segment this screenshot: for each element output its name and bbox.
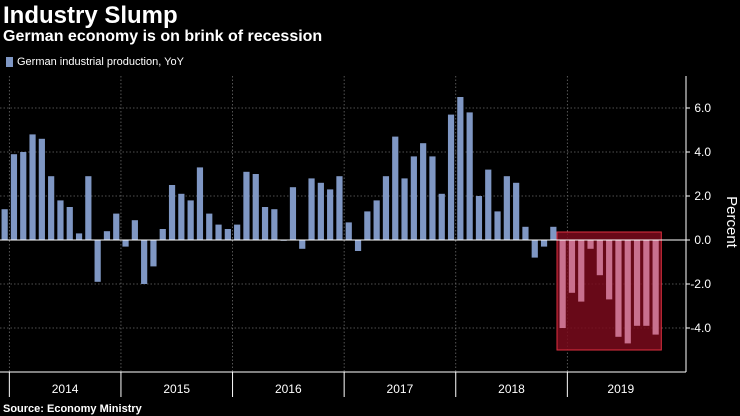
x-year-label: 2016 xyxy=(275,382,302,396)
bar xyxy=(38,138,45,240)
bar xyxy=(85,176,92,240)
bar xyxy=(438,193,445,240)
bar xyxy=(606,240,613,300)
bar xyxy=(652,240,659,335)
bar xyxy=(596,240,603,276)
bar xyxy=(234,224,241,240)
bar xyxy=(224,229,231,240)
legend: German industrial production, YoY xyxy=(6,55,184,69)
bar xyxy=(122,240,129,247)
bar xyxy=(373,200,380,240)
bar xyxy=(187,200,194,240)
bar xyxy=(113,213,120,240)
bar xyxy=(327,189,334,240)
bar xyxy=(308,178,315,240)
bar xyxy=(559,240,566,328)
bar xyxy=(94,240,101,282)
bar xyxy=(252,174,259,240)
bar xyxy=(289,187,297,240)
bar xyxy=(578,240,585,302)
bar xyxy=(522,226,529,240)
y-tick-label: -2.0 xyxy=(690,277,711,291)
bar xyxy=(420,143,427,240)
bar xyxy=(1,209,8,240)
x-year-label: 2014 xyxy=(52,382,79,396)
bar xyxy=(48,176,55,240)
x-year-label: 2018 xyxy=(498,382,525,396)
bar xyxy=(485,169,492,240)
bar xyxy=(643,240,650,326)
bar xyxy=(429,156,436,240)
bar xyxy=(10,154,18,240)
axis-labels: -4.0 -2.0 0.0 2.0 4.0 6.0 Percent 2014 2015 2016 2… xyxy=(52,101,740,396)
bar xyxy=(29,134,36,240)
bar xyxy=(271,209,278,240)
bar xyxy=(624,240,631,344)
y-tick-label: 4.0 xyxy=(694,145,711,159)
x-year-label: 2019 xyxy=(607,382,634,396)
bar xyxy=(75,233,83,240)
bar xyxy=(57,200,64,240)
y-tick-label: -4.0 xyxy=(690,321,711,335)
bar xyxy=(494,211,501,240)
bar xyxy=(466,112,473,240)
bar xyxy=(513,182,520,240)
grid-lines xyxy=(0,76,686,372)
legend-swatch xyxy=(6,57,13,67)
bar xyxy=(345,222,352,240)
bar xyxy=(410,156,417,240)
bar xyxy=(196,167,204,240)
source-note: Source: Economy Ministry xyxy=(3,403,142,415)
bars xyxy=(1,97,659,344)
bar xyxy=(317,182,324,240)
bar xyxy=(215,224,222,240)
bar xyxy=(550,226,557,240)
x-year-label: 2015 xyxy=(163,382,190,396)
bar xyxy=(243,171,250,240)
bar xyxy=(457,97,464,240)
x-year-label: 2017 xyxy=(387,382,414,396)
bar xyxy=(178,193,185,240)
bar xyxy=(131,220,138,240)
bar xyxy=(103,231,111,240)
chart-title: Industry Slump xyxy=(3,2,178,29)
bar xyxy=(354,240,362,251)
y-axis-title: Percent xyxy=(723,196,740,249)
bar xyxy=(540,240,548,247)
bar xyxy=(401,178,408,240)
bar xyxy=(447,114,455,240)
bar xyxy=(633,240,641,326)
bar xyxy=(206,213,213,240)
axes xyxy=(0,76,690,397)
bar xyxy=(392,136,399,240)
bar xyxy=(364,211,371,240)
bar xyxy=(587,240,594,249)
bar xyxy=(615,240,622,337)
bar xyxy=(568,240,576,293)
bar xyxy=(150,240,157,267)
bar xyxy=(475,196,483,240)
bar xyxy=(20,152,27,240)
bar xyxy=(503,176,510,240)
y-tick-label: 0.0 xyxy=(694,233,711,247)
bar xyxy=(66,207,73,240)
y-tick-label: 2.0 xyxy=(694,189,711,203)
y-tick-label: 6.0 xyxy=(694,101,711,115)
bar xyxy=(159,229,166,240)
bar xyxy=(531,240,538,258)
bar xyxy=(336,176,343,240)
bar xyxy=(299,240,306,249)
bar xyxy=(261,207,269,240)
legend-label: German industrial production, YoY xyxy=(17,56,184,68)
chart-subtitle: German economy is on brink of recession xyxy=(3,28,323,45)
bar xyxy=(382,176,390,240)
bar xyxy=(168,185,176,240)
bar xyxy=(141,240,148,284)
